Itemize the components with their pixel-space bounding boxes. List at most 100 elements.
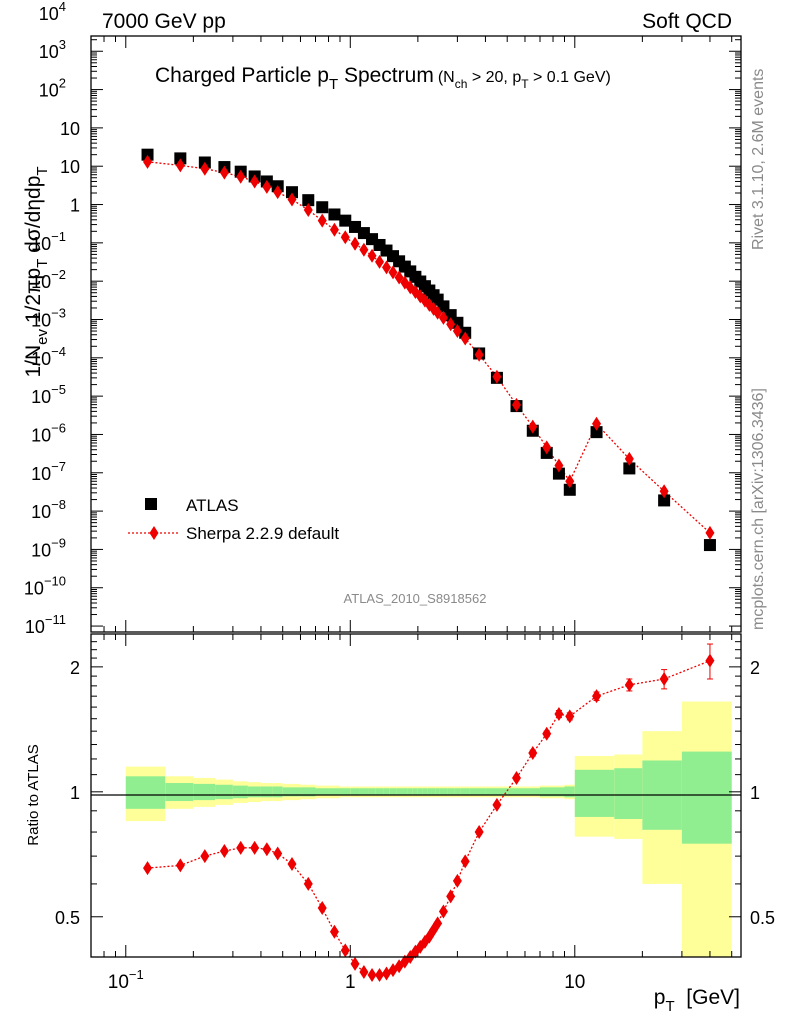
y-tick-label: 10−1 — [31, 229, 66, 254]
atlas-point — [328, 208, 341, 221]
inner-band-bin — [125, 776, 166, 809]
ratio-point — [452, 873, 462, 888]
ratio-point — [175, 858, 185, 873]
ylabel-b-sub: T — [34, 259, 51, 268]
atlas-point — [285, 186, 298, 199]
inner-band-bin — [165, 783, 194, 802]
sherpa-point — [382, 260, 392, 275]
inner-band-bin — [389, 788, 397, 796]
title-main-sub: T — [329, 76, 338, 93]
sherpa-point — [511, 397, 521, 412]
ratio-point — [329, 924, 339, 939]
y-tick-label: 10−2 — [31, 267, 66, 292]
ratio-point — [528, 746, 538, 761]
inner-band-bin — [359, 788, 369, 796]
ratio-point — [200, 849, 210, 864]
inner-band-bin — [427, 788, 432, 796]
ratio-point — [659, 671, 669, 686]
y-tick-label: 10−8 — [31, 497, 66, 522]
inner-band-bin — [454, 788, 461, 796]
ratio-point — [460, 854, 470, 869]
inner-band-bin — [383, 788, 390, 796]
ratio-point — [592, 689, 602, 704]
inner-band-bin — [574, 769, 615, 817]
inner-band-bin — [350, 788, 360, 796]
inner-band-bin — [215, 784, 233, 800]
atlas-point — [623, 462, 636, 475]
legend-sherpa-marker — [149, 526, 159, 540]
ratio-y-tick-label: 0.5 — [55, 908, 80, 928]
atlas-point — [563, 483, 576, 496]
chart-title: Charged Particle pT Spectrum (Nch > 20, p… — [155, 64, 611, 93]
inner-band-bin — [396, 788, 403, 796]
ratio-point — [705, 653, 715, 668]
sherpa-spectrum-curve — [147, 161, 711, 534]
atlas-point — [590, 426, 603, 439]
sherpa-point — [350, 236, 360, 251]
sherpa-point — [528, 419, 538, 434]
sherpa-point — [438, 310, 448, 325]
ratio-point — [317, 900, 327, 915]
inner-band-bin — [540, 787, 554, 797]
sherpa-point — [250, 174, 260, 189]
sherpa-point — [659, 484, 669, 499]
inner-band-bin — [282, 787, 301, 797]
ratio-point — [262, 842, 272, 857]
x-tick-label: 10−1 — [108, 967, 144, 993]
inner-band-bin — [315, 788, 329, 796]
ratio-y-tick-label-right: 1 — [750, 783, 760, 803]
spectrum-y-label: 1/Nev 1/2πpT dσ/dηdpT — [22, 166, 51, 377]
sherpa-point — [705, 525, 715, 540]
sherpa-point — [394, 270, 404, 285]
sherpa-point — [542, 440, 552, 455]
atlas-point — [174, 152, 187, 165]
ratio-y-tick-label-right: 0.5 — [750, 908, 775, 928]
inner-band-bin — [232, 785, 248, 799]
ratio-point — [433, 916, 443, 931]
ratio-point — [554, 706, 564, 721]
inner-band-bin — [407, 788, 413, 796]
xlabel-a: p — [654, 986, 666, 1009]
ratio-point — [350, 956, 360, 971]
ratio-point — [375, 967, 385, 982]
ratio-point — [236, 840, 246, 855]
sherpa-point — [367, 248, 377, 263]
sherpa-point — [565, 474, 575, 489]
inner-band-bin — [328, 788, 341, 796]
sherpa-point — [329, 222, 339, 237]
y-tick-label: 10−7 — [31, 459, 66, 484]
spectrum-axes: 10−11 10−10 10−9 10−8 10−7 10−6 10−5 10−4 10−3 10… — [24, 0, 741, 637]
sherpa-point — [200, 161, 210, 176]
ratio-point — [219, 844, 229, 859]
ratio-y-tick-label: 1 — [70, 783, 80, 803]
ratio-point — [273, 846, 283, 861]
sherpa-point — [388, 265, 398, 280]
ratio-point — [250, 840, 260, 855]
ratio-markers — [143, 643, 715, 982]
sherpa-point — [236, 169, 246, 184]
legend: ATLAS Sherpa 2.2.9 default — [128, 496, 339, 543]
y-tick-label: 10 — [60, 119, 80, 139]
sherpa-point — [433, 305, 443, 320]
sherpa-point — [554, 458, 564, 473]
atlas-point — [316, 201, 329, 214]
mcplots-label: mcplots.cern.ch [arXiv:1306.3436] — [750, 388, 767, 630]
sherpa-point — [375, 254, 385, 269]
atlas-point — [552, 467, 565, 480]
title-cond-a: (N — [438, 69, 455, 86]
title-cond-b: > 20, p — [467, 69, 521, 86]
sherpa-point — [219, 165, 229, 180]
ratio-y-tick-label-right: 2 — [750, 658, 760, 678]
ylabel-a: 1/N — [22, 345, 45, 378]
y-tick-label: 10−9 — [31, 535, 66, 560]
atlas-point — [339, 214, 352, 227]
ratio-point — [624, 677, 634, 692]
ratio-point — [492, 797, 502, 812]
sherpa-point — [175, 158, 185, 173]
inner-band-bin — [439, 788, 448, 796]
title-main: Charged Particle p — [155, 64, 329, 87]
inner-band-bin — [340, 788, 351, 796]
sherpa-point — [359, 242, 369, 257]
sherpa-point — [303, 203, 313, 218]
ratio-point — [565, 709, 575, 724]
